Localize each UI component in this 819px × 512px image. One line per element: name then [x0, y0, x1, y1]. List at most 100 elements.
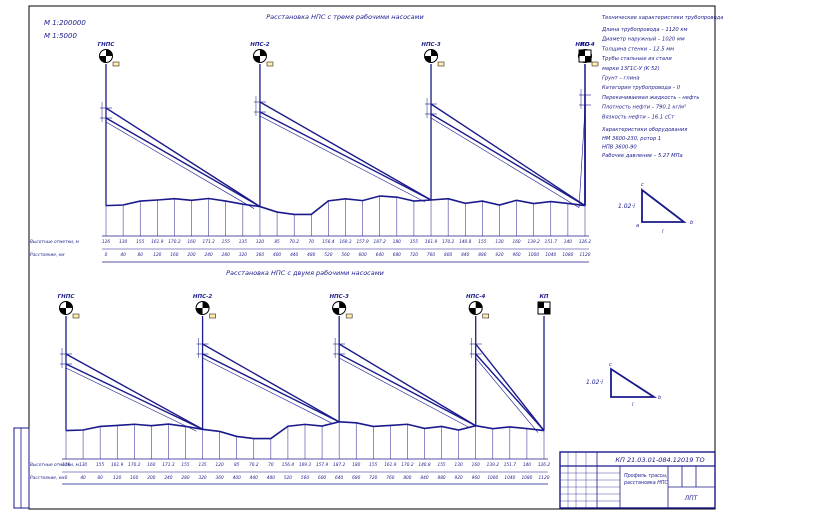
elevation-value: 170.2: [401, 462, 414, 468]
elevations-row-label: Высотные отметки, м: [30, 239, 80, 245]
hydraulic-gradient-line: [475, 357, 539, 433]
sheet-frame: [28, 5, 716, 510]
hydraulic-gradient-line: [259, 101, 432, 201]
station-label: НПС-2: [250, 42, 270, 48]
station-flag-icon: [72, 313, 80, 319]
elevation-value: 161.9: [151, 239, 164, 245]
title-block-code: КП 21.03.01-084.12019 ТО: [615, 456, 704, 464]
distance-value: 160: [170, 252, 178, 258]
hydraulic-gradient-line: [475, 353, 545, 432]
elevation-value: 169.3: [299, 462, 312, 468]
elevation-value: 155: [181, 462, 189, 468]
elevation-value: 187.2: [333, 462, 346, 468]
hydraulic-gradient-line: [338, 353, 477, 427]
spec-line: Длина трубопровода – 1120 км: [601, 27, 687, 33]
station-label: КП: [539, 294, 548, 300]
elevation-value: 70.2: [289, 239, 299, 245]
elevation-value: 140: [564, 239, 572, 245]
hydraulic-gradient-line: [202, 353, 340, 423]
title-block-sheet: ЛПТ: [684, 495, 699, 502]
elevation-value: 155: [136, 239, 144, 245]
hydraulic-gradient-line: [105, 117, 261, 208]
elevation-value: 187.2: [374, 239, 387, 245]
slope-b: b: [658, 395, 661, 401]
spec-line: Толщина стенки – 12.5 мм: [602, 46, 674, 52]
elevation-value: 140: [523, 462, 531, 468]
diagram-title: Расстановка НПС с тремя рабочими насосам…: [266, 13, 424, 21]
elevation-value: 171.3: [162, 462, 175, 468]
distance-value: 600: [359, 252, 367, 258]
elevation-value: 126: [102, 239, 110, 245]
distance-value: 1120: [539, 475, 550, 481]
elevation-value: 130: [79, 462, 87, 468]
distance-value: 680: [393, 252, 401, 258]
distance-value: 720: [410, 252, 418, 258]
spec-line: Диаметр наружный – 1020 мм: [601, 37, 685, 43]
station-label: НПС-2: [193, 294, 213, 300]
elevation-value: 155: [410, 239, 418, 245]
distance-value: 800: [444, 252, 452, 258]
spec-line: Перекачиваемая жидкость – нефть: [602, 95, 699, 101]
distance-value: 640: [335, 475, 343, 481]
elevation-value: 161.9: [425, 239, 438, 245]
hydraulic-gradient-line: [65, 353, 203, 430]
station-label: КП: [580, 42, 589, 48]
elevation-value: 160: [187, 239, 195, 245]
diagram-two-pumps: Расстановка НПС с двумя рабочими насосам…: [30, 269, 551, 485]
distance-value: 80: [137, 252, 143, 258]
elevation-value: 139.2: [487, 462, 500, 468]
distance-value: 440: [290, 252, 298, 258]
station-symbol-icon: [59, 301, 73, 315]
title-block: КП 21.03.01-084.12019 ТО Профиль трассы,…: [559, 451, 716, 509]
elevation-value: 155: [369, 462, 377, 468]
elevation-value: 160: [147, 462, 155, 468]
elevation-value: 135: [239, 239, 247, 245]
spec-line: Плотность нефти – 790.1 кг/м³: [602, 105, 686, 111]
distance-value: 760: [427, 252, 435, 258]
slope-c: c: [609, 362, 612, 368]
distance-value: 960: [472, 475, 480, 481]
distance-value: 400: [233, 475, 241, 481]
elevation-value: 130: [455, 462, 463, 468]
spec-line: марки 13Г1С-У (К 52): [602, 66, 660, 72]
diagram-three-pumps: Расстановка НПС с тремя рабочими насосам…: [30, 13, 599, 263]
distance-value: 520: [324, 252, 332, 258]
station-flag-icon: [482, 313, 489, 319]
distance-value: 200: [147, 475, 155, 481]
distance-value: 0: [105, 252, 108, 258]
elevation-value: 155: [96, 462, 104, 468]
elevation-value: 151.7: [545, 239, 558, 245]
distance-value: 120: [153, 252, 161, 258]
distance-value: 480: [307, 252, 315, 258]
elevation-value: 156.4: [322, 239, 335, 245]
hydraulic-gradient-line: [430, 113, 586, 207]
hydraulic-gradient-line: [338, 343, 477, 427]
distance-value: 840: [461, 252, 469, 258]
elevation-value: 126: [62, 462, 70, 468]
distance-value: 920: [455, 475, 463, 481]
elevation-value: 160: [472, 462, 480, 468]
elevation-value: 169.3: [339, 239, 352, 245]
hydraulic-gradient-line: [105, 107, 261, 208]
slope-b: b: [690, 220, 693, 226]
station-flag-icon: [591, 61, 599, 67]
hydraulic-gradient-line: [259, 115, 426, 203]
diagram-title: Расстановка НПС с двумя рабочими насосам…: [226, 269, 384, 277]
elevation-value: 70: [268, 462, 274, 468]
elevation-value: 171.3: [202, 239, 215, 245]
distance-value: 840: [420, 475, 428, 481]
distance-value: 1120: [580, 252, 591, 258]
elevation-value: 161.9: [384, 462, 397, 468]
distance-value: 520: [284, 475, 292, 481]
hydraulic-gradient-line: [202, 357, 334, 425]
slope-l: l: [662, 229, 664, 235]
elevation-value: 156.4: [282, 462, 295, 468]
hydraulic-gradient-line: [202, 343, 340, 423]
distance-value: 320: [239, 252, 247, 258]
elevation-value: 155: [222, 239, 230, 245]
distance-value: 280: [222, 252, 230, 258]
slope-triangle-2: 1.02·i c b l: [586, 362, 661, 408]
distance-value: 360: [216, 475, 224, 481]
end-point-symbol-icon: [537, 301, 551, 315]
elevation-value: 70.2: [249, 462, 259, 468]
